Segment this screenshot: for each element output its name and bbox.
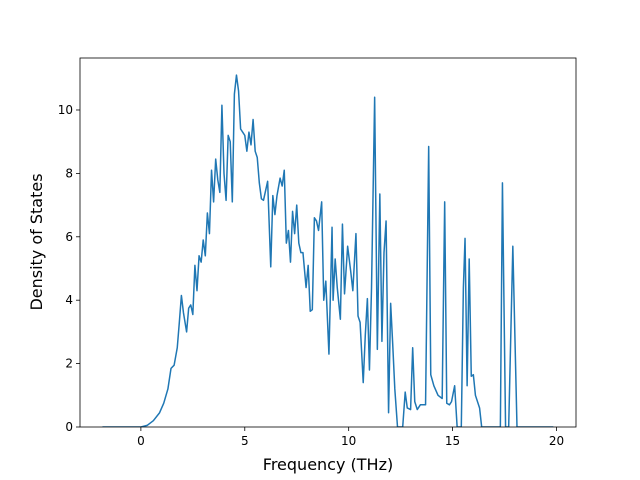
x-tick-label: 0 [137, 434, 145, 448]
y-tick-label: 8 [65, 166, 73, 180]
x-axis-label: Frequency (THz) [263, 455, 393, 474]
y-tick-label: 10 [58, 103, 73, 117]
plot-frame [79, 57, 577, 428]
y-axis-label: Density of States [27, 173, 46, 310]
x-tick-label: 20 [549, 434, 564, 448]
y-tick-label: 4 [65, 293, 73, 307]
y-tick-label: 6 [65, 230, 73, 244]
y-tick-label: 2 [65, 357, 73, 371]
x-tick-label: 15 [445, 434, 460, 448]
line [102, 74, 554, 427]
y-tick-label: 0 [65, 420, 73, 434]
x-tick-label: 10 [341, 434, 356, 448]
x-tick-label: 5 [241, 434, 249, 448]
